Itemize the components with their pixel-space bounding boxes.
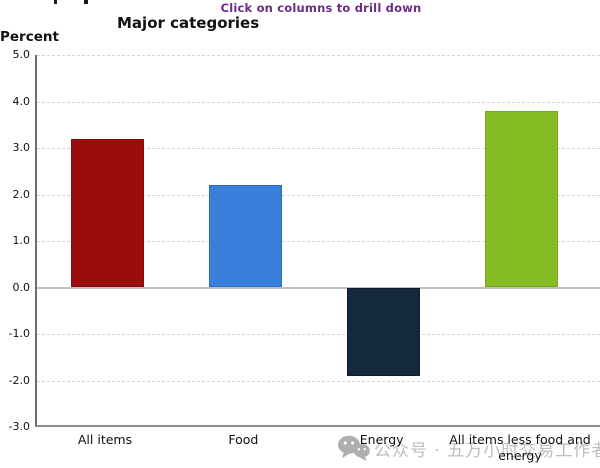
gridline [37, 194, 600, 196]
drilldown-hint: Click on columns to drill down [220, 1, 422, 15]
y-tick-label: 1.0 [12, 234, 31, 247]
gridline [37, 55, 600, 56]
y-axis-unit-label: Percent [0, 29, 59, 45]
gridline [37, 380, 600, 382]
y-tick-label: 5.0 [12, 48, 31, 61]
chart-title: Major categories [117, 14, 260, 32]
zero-line [37, 286, 600, 289]
gridline [37, 241, 600, 242]
bar-food[interactable] [208, 185, 282, 288]
bar-all-items[interactable] [70, 138, 144, 288]
clipped-title-descender [54, 0, 57, 4]
plot-area [35, 55, 600, 427]
gridline [37, 101, 600, 103]
y-tick-label: -3.0 [8, 420, 30, 433]
x-category-label: All items less food and energy [449, 432, 591, 463]
bar-all-items-less-food-and-energy[interactable] [485, 110, 559, 288]
y-tick-label: 0.0 [12, 280, 31, 294]
gridline [37, 334, 600, 335]
y-tick-label: -1.0 [8, 327, 30, 340]
y-tick-label: 4.0 [12, 94, 31, 108]
y-tick-label: 3.0 [12, 141, 31, 154]
x-category-label: Energy [359, 432, 404, 447]
y-tick-label: 2.0 [12, 187, 31, 201]
gridline [37, 148, 600, 149]
y-tick-label: -2.0 [8, 373, 30, 387]
x-category-label: All items [77, 432, 133, 447]
clipped-title-descender [84, 0, 88, 4]
x-category-label: Food [228, 432, 259, 447]
bar-energy[interactable] [347, 287, 421, 376]
